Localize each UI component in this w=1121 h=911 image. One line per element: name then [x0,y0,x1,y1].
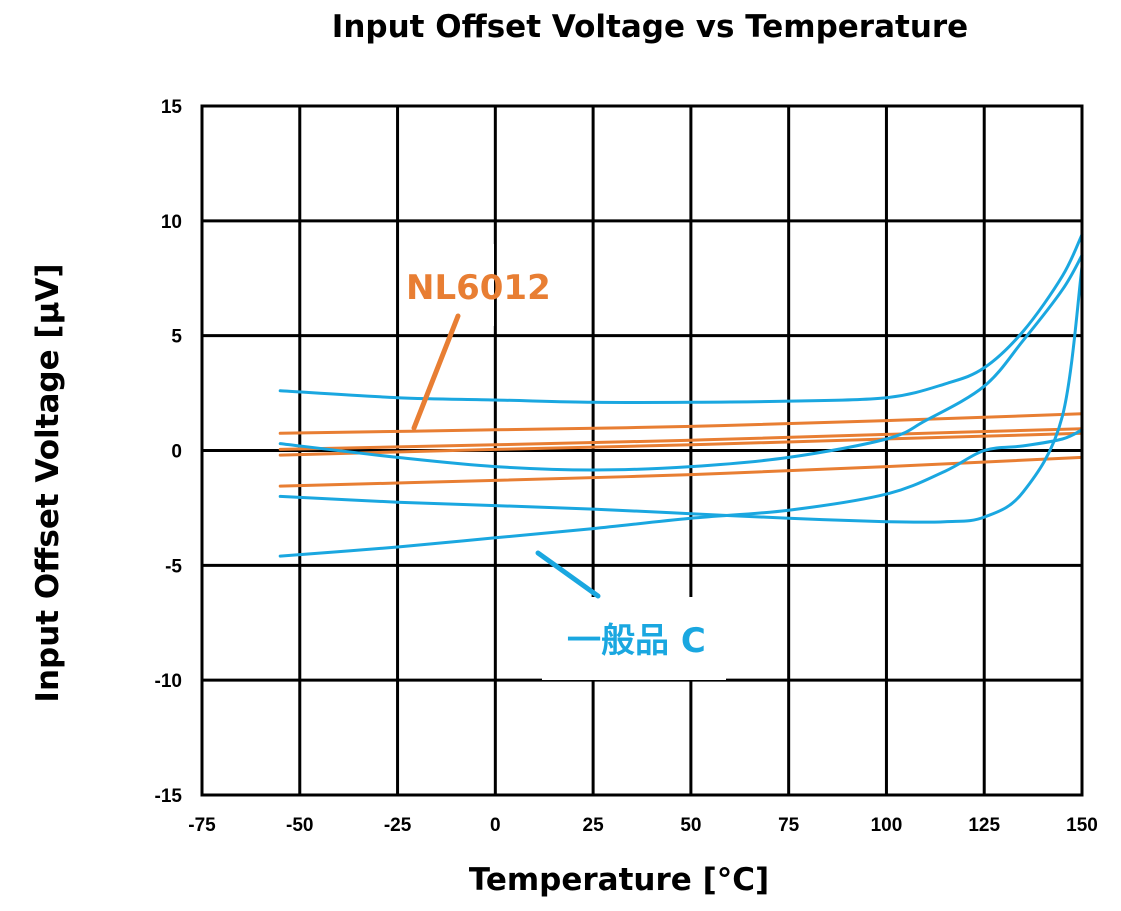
y-tick-labels: 15 10 5 0 -5 -10 -15 [155,97,183,807]
series-group [278,233,1084,558]
x-tick-label: 50 [680,815,701,836]
nl6012-label-background [400,244,494,326]
general-c-series-line-7 [278,265,1084,524]
x-tick-label: 125 [968,815,1000,836]
chart-title: Input Offset Voltage vs Temperature [332,9,968,45]
nl6012-series-line-3 [278,431,1084,457]
x-tick-label: -75 [188,815,216,836]
x-tick-label: -25 [384,815,412,836]
x-tick-label: 100 [871,815,903,836]
nl6012-series-line-4 [278,455,1084,488]
y-tick-label: 10 [161,212,182,233]
nl6012-series-line-2 [278,427,1084,451]
general-label-background [542,597,726,680]
y-axis-title: Input Offset Voltage [µV] [30,263,66,702]
nl6012-label: NL6012 [406,268,551,308]
x-tick-label: -50 [286,815,313,836]
x-tick-labels: -75 -50 -25 0 25 50 75 100 125 150 [188,815,1098,836]
plot-border [200,104,1084,797]
general-c-series-line-8 [278,428,1084,558]
y-tick-label: 5 [171,327,182,348]
x-tick-label: 150 [1066,815,1098,836]
x-tick-label: 0 [490,815,501,836]
x-tick-label: 25 [583,815,605,836]
y-tick-label: -15 [155,786,183,807]
x-axis-title: Temperature [°C] [469,862,769,898]
y-tick-label: -10 [155,671,182,692]
general-c-series-line-6 [278,253,1084,472]
y-tick-label: -5 [165,556,182,577]
general-c-label: 一般品 C [567,621,706,661]
general-pointer-line [535,550,601,599]
x-tick-label: 75 [778,815,800,836]
y-tick-label: 15 [161,97,183,118]
y-tick-label: 0 [171,442,182,463]
nl6012-series-line-1 [278,412,1084,435]
plot-frame [200,104,1084,797]
nl6012-pointer-line [411,313,461,431]
general-c-series-line-5 [278,233,1084,405]
